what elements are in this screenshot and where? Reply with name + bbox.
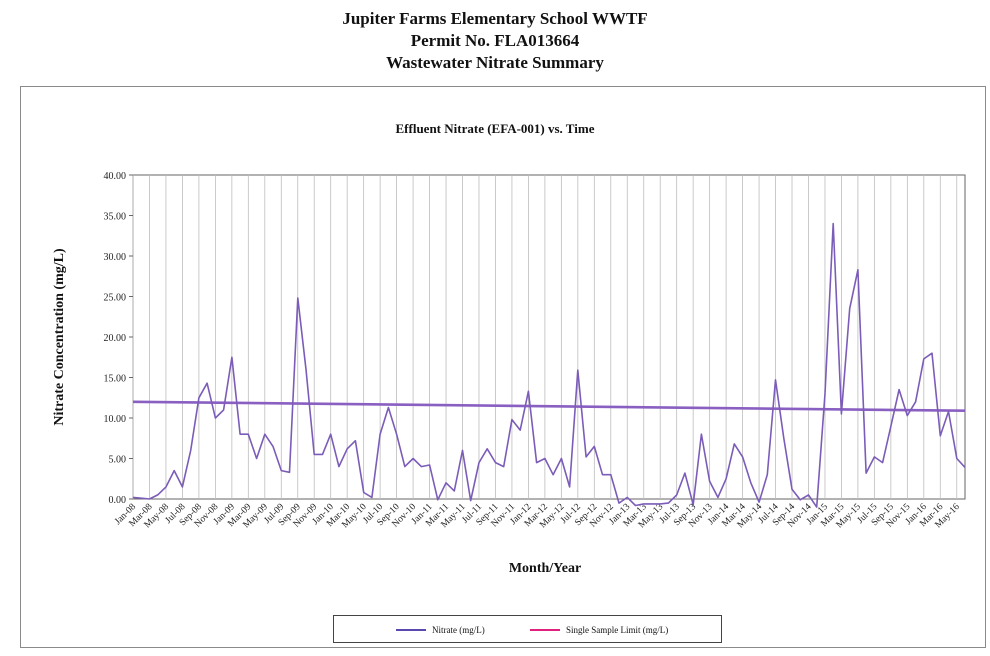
legend-label-limit: Single Sample Limit (mg/L) — [566, 625, 669, 635]
legend-swatch-limit — [530, 629, 560, 631]
x-axis-label: Month/Year — [509, 561, 581, 576]
plot-area — [132, 174, 966, 500]
legend-swatch-nitrate — [396, 629, 426, 631]
permit-number: Permit No. FLA013664 — [410, 31, 580, 50]
y-tick-label: 10.00 — [104, 414, 127, 425]
legend-item-nitrate: Nitrate (mg/L) — [396, 625, 485, 635]
y-tick-label: 30.00 — [104, 252, 127, 263]
page-title: Jupiter Farms Elementary School WWTF — [342, 9, 648, 28]
y-tick-label: 0.00 — [109, 495, 127, 506]
chart-legend: Nitrate (mg/L) Single Sample Limit (mg/L… — [333, 615, 722, 643]
single-sample-limit-line — [132, 400, 966, 413]
nitrate-series-line — [132, 222, 966, 508]
y-tick-label: 15.00 — [104, 374, 127, 385]
y-tick-label: 20.00 — [104, 333, 127, 344]
chart-title: Effluent Nitrate (EFA-001) vs. Time — [396, 121, 595, 136]
page-subtitle: Wastewater Nitrate Summary — [386, 53, 604, 72]
legend-label-nitrate: Nitrate (mg/L) — [432, 625, 485, 635]
y-tick-label: 5.00 — [109, 455, 127, 466]
y-tick-label: 25.00 — [104, 293, 127, 304]
legend-item-limit: Single Sample Limit (mg/L) — [530, 625, 668, 635]
chart-frame — [20, 86, 986, 648]
y-tick-label: 40.00 — [104, 171, 127, 182]
y-axis-label: Nitrate Concentration (mg/L) — [52, 248, 67, 426]
y-tick-label: 35.00 — [104, 212, 127, 223]
